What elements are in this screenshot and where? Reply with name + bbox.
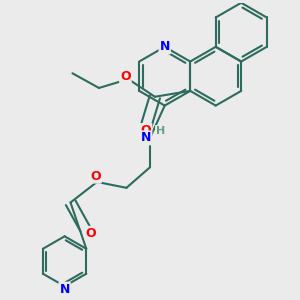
Text: H: H (156, 125, 165, 136)
Text: N: N (140, 131, 151, 144)
Text: O: O (141, 124, 152, 137)
Text: O: O (90, 169, 101, 183)
Text: O: O (120, 70, 131, 83)
Text: O: O (86, 227, 96, 240)
Text: N: N (160, 40, 170, 53)
Text: N: N (59, 283, 70, 296)
